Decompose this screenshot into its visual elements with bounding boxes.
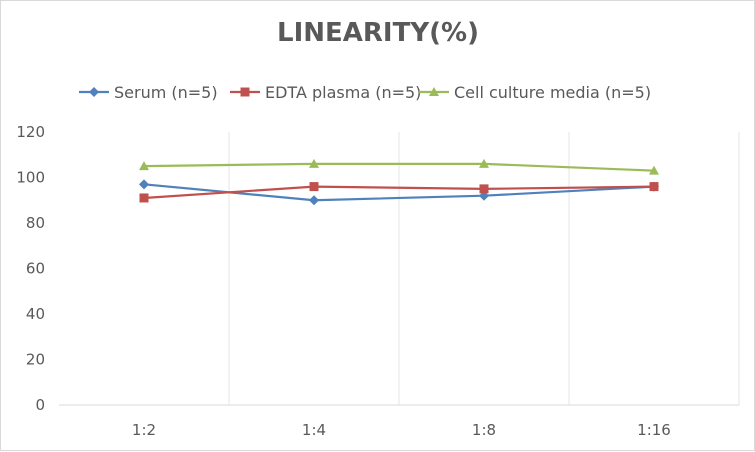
y-tick-label: 20 [26, 351, 45, 369]
legend-marker [429, 87, 439, 96]
x-tick-label: 1:16 [637, 421, 671, 439]
legend-label: EDTA plasma (n=5) [265, 83, 421, 102]
x-tick-label: 1:2 [132, 421, 156, 439]
data-point [309, 195, 319, 206]
data-point [309, 158, 319, 168]
y-tick-label: 80 [26, 214, 45, 232]
y-tick-label: 100 [16, 169, 45, 187]
data-point [649, 165, 659, 175]
y-tick-label: 0 [35, 396, 45, 414]
series-line [143, 185, 655, 200]
legend-marker [89, 87, 99, 97]
data-point [649, 182, 659, 192]
legend-label: Serum (n=5) [114, 83, 218, 102]
data-point [139, 179, 149, 190]
y-tick-label: 40 [26, 305, 45, 323]
data-point [479, 158, 489, 168]
legend: Serum (n=5) EDTA plasma (n=5) Cell culture… [79, 83, 651, 102]
legend-label: Cell culture media (n=5) [454, 83, 651, 102]
data-point [309, 182, 319, 192]
data-point [139, 193, 149, 203]
data-point [139, 161, 149, 171]
y-tick-label: 60 [26, 260, 45, 278]
data-point [479, 184, 489, 194]
y-tick-label: 120 [16, 123, 45, 141]
chart-title: LINEARITY(%) [277, 18, 479, 48]
series-line [143, 162, 655, 172]
x-tick-label: 1:8 [472, 421, 496, 439]
legend-marker [240, 87, 250, 97]
x-tick-label: 1:4 [302, 421, 326, 439]
